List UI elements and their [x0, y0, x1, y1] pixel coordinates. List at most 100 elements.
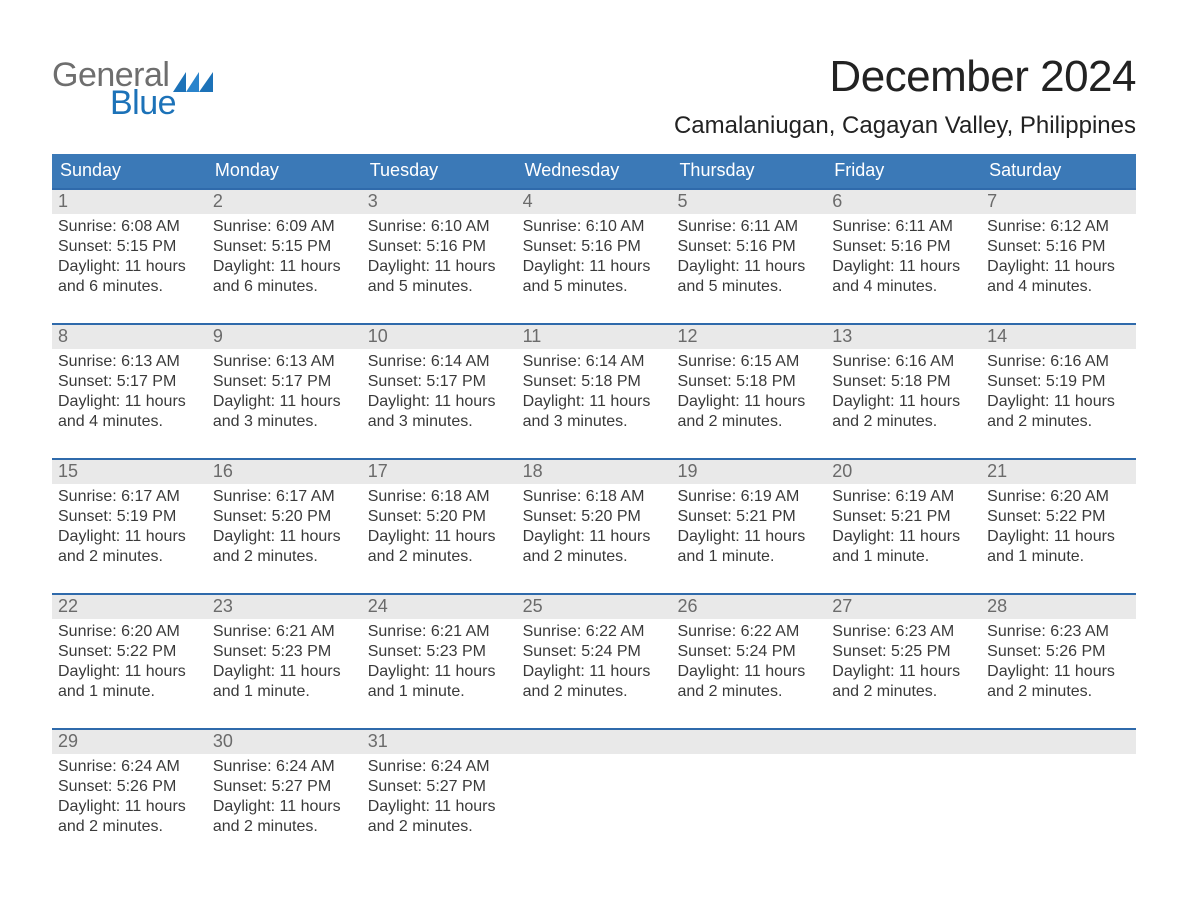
sunrise-line: Sunrise: 6:11 AM	[832, 217, 975, 237]
calendar-week: 1Sunrise: 6:08 AMSunset: 5:15 PMDaylight…	[52, 188, 1136, 297]
sunrise-line: Sunrise: 6:12 AM	[987, 217, 1130, 237]
location-subtitle: Camalaniugan, Cagayan Valley, Philippine…	[674, 112, 1136, 140]
daylight-line: Daylight: 11 hours and 2 minutes.	[213, 527, 356, 567]
sunset-line: Sunset: 5:27 PM	[368, 777, 511, 797]
calendar-day: 3Sunrise: 6:10 AMSunset: 5:16 PMDaylight…	[362, 190, 517, 297]
day-number: 3	[362, 190, 517, 214]
dow-wednesday: Wednesday	[517, 154, 672, 188]
daylight-line: Daylight: 11 hours and 4 minutes.	[58, 392, 201, 432]
day-body: Sunrise: 6:22 AMSunset: 5:24 PMDaylight:…	[517, 619, 672, 702]
day-number: 19	[671, 460, 826, 484]
sunrise-line: Sunrise: 6:15 AM	[677, 352, 820, 372]
sunrise-line: Sunrise: 6:19 AM	[677, 487, 820, 507]
calendar-day: 29Sunrise: 6:24 AMSunset: 5:26 PMDayligh…	[52, 730, 207, 837]
sunset-line: Sunset: 5:18 PM	[677, 372, 820, 392]
calendar-day: 1Sunrise: 6:08 AMSunset: 5:15 PMDaylight…	[52, 190, 207, 297]
sunrise-line: Sunrise: 6:17 AM	[58, 487, 201, 507]
day-body: Sunrise: 6:10 AMSunset: 5:16 PMDaylight:…	[362, 214, 517, 297]
calendar-day: 21Sunrise: 6:20 AMSunset: 5:22 PMDayligh…	[981, 460, 1136, 567]
day-number: 24	[362, 595, 517, 619]
calendar-week: 22Sunrise: 6:20 AMSunset: 5:22 PMDayligh…	[52, 593, 1136, 702]
topbar: General Blue December 2024 Camalaniugan,…	[52, 40, 1136, 146]
sunset-line: Sunset: 5:20 PM	[523, 507, 666, 527]
day-number	[671, 730, 826, 754]
sunset-line: Sunset: 5:18 PM	[832, 372, 975, 392]
day-body: Sunrise: 6:11 AMSunset: 5:16 PMDaylight:…	[826, 214, 981, 297]
day-body: Sunrise: 6:24 AMSunset: 5:26 PMDaylight:…	[52, 754, 207, 837]
daylight-line: Daylight: 11 hours and 6 minutes.	[58, 257, 201, 297]
daylight-line: Daylight: 11 hours and 3 minutes.	[368, 392, 511, 432]
calendar-day: 5Sunrise: 6:11 AMSunset: 5:16 PMDaylight…	[671, 190, 826, 297]
dow-saturday: Saturday	[981, 154, 1136, 188]
sunset-line: Sunset: 5:16 PM	[368, 237, 511, 257]
day-number: 8	[52, 325, 207, 349]
daylight-line: Daylight: 11 hours and 2 minutes.	[677, 662, 820, 702]
sunset-line: Sunset: 5:26 PM	[58, 777, 201, 797]
sunset-line: Sunset: 5:16 PM	[987, 237, 1130, 257]
day-number: 10	[362, 325, 517, 349]
calendar-day: 10Sunrise: 6:14 AMSunset: 5:17 PMDayligh…	[362, 325, 517, 432]
day-number: 26	[671, 595, 826, 619]
dow-thursday: Thursday	[671, 154, 826, 188]
day-body: Sunrise: 6:08 AMSunset: 5:15 PMDaylight:…	[52, 214, 207, 297]
calendar-week: 15Sunrise: 6:17 AMSunset: 5:19 PMDayligh…	[52, 458, 1136, 567]
day-number: 18	[517, 460, 672, 484]
daylight-line: Daylight: 11 hours and 2 minutes.	[832, 662, 975, 702]
daylight-line: Daylight: 11 hours and 2 minutes.	[368, 797, 511, 837]
daylight-line: Daylight: 11 hours and 1 minute.	[58, 662, 201, 702]
calendar-day	[981, 730, 1136, 837]
day-number: 17	[362, 460, 517, 484]
day-body: Sunrise: 6:24 AMSunset: 5:27 PMDaylight:…	[207, 754, 362, 837]
day-number	[517, 730, 672, 754]
day-of-week-header: Sunday Monday Tuesday Wednesday Thursday…	[52, 154, 1136, 188]
day-body: Sunrise: 6:15 AMSunset: 5:18 PMDaylight:…	[671, 349, 826, 432]
day-number: 14	[981, 325, 1136, 349]
daylight-line: Daylight: 11 hours and 4 minutes.	[832, 257, 975, 297]
dow-tuesday: Tuesday	[362, 154, 517, 188]
day-number: 13	[826, 325, 981, 349]
calendar-week: 8Sunrise: 6:13 AMSunset: 5:17 PMDaylight…	[52, 323, 1136, 432]
day-number: 12	[671, 325, 826, 349]
daylight-line: Daylight: 11 hours and 2 minutes.	[987, 662, 1130, 702]
sunrise-line: Sunrise: 6:20 AM	[987, 487, 1130, 507]
daylight-line: Daylight: 11 hours and 3 minutes.	[213, 392, 356, 432]
calendar-day: 6Sunrise: 6:11 AMSunset: 5:16 PMDaylight…	[826, 190, 981, 297]
sunset-line: Sunset: 5:20 PM	[368, 507, 511, 527]
day-number: 21	[981, 460, 1136, 484]
sunrise-line: Sunrise: 6:18 AM	[368, 487, 511, 507]
sunrise-line: Sunrise: 6:20 AM	[58, 622, 201, 642]
sunset-line: Sunset: 5:19 PM	[58, 507, 201, 527]
daylight-line: Daylight: 11 hours and 1 minute.	[677, 527, 820, 567]
day-number: 6	[826, 190, 981, 214]
day-body: Sunrise: 6:20 AMSunset: 5:22 PMDaylight:…	[52, 619, 207, 702]
daylight-line: Daylight: 11 hours and 1 minute.	[832, 527, 975, 567]
day-number: 20	[826, 460, 981, 484]
day-body: Sunrise: 6:09 AMSunset: 5:15 PMDaylight:…	[207, 214, 362, 297]
calendar-day: 24Sunrise: 6:21 AMSunset: 5:23 PMDayligh…	[362, 595, 517, 702]
day-body: Sunrise: 6:10 AMSunset: 5:16 PMDaylight:…	[517, 214, 672, 297]
daylight-line: Daylight: 11 hours and 2 minutes.	[58, 527, 201, 567]
daylight-line: Daylight: 11 hours and 2 minutes.	[987, 392, 1130, 432]
sunrise-line: Sunrise: 6:24 AM	[368, 757, 511, 777]
calendar-day: 17 Sunrise: 6:18 AMSunset: 5:20 PMDayligh…	[362, 460, 517, 567]
calendar: Sunday Monday Tuesday Wednesday Thursday…	[52, 154, 1136, 837]
sunset-line: Sunset: 5:17 PM	[213, 372, 356, 392]
daylight-line: Daylight: 11 hours and 2 minutes.	[368, 527, 511, 567]
day-body: Sunrise: 6:22 AMSunset: 5:24 PMDaylight:…	[671, 619, 826, 702]
calendar-day: 31Sunrise: 6:24 AMSunset: 5:27 PMDayligh…	[362, 730, 517, 837]
sunrise-line: Sunrise: 6:21 AM	[213, 622, 356, 642]
day-number	[826, 730, 981, 754]
day-body: Sunrise: 6:16 AMSunset: 5:19 PMDaylight:…	[981, 349, 1136, 432]
calendar-day: 2Sunrise: 6:09 AMSunset: 5:15 PMDaylight…	[207, 190, 362, 297]
day-number: 23	[207, 595, 362, 619]
sunset-line: Sunset: 5:16 PM	[523, 237, 666, 257]
dow-sunday: Sunday	[52, 154, 207, 188]
sunset-line: Sunset: 5:21 PM	[832, 507, 975, 527]
logo-word-2: Blue	[110, 86, 213, 120]
sunrise-line: Sunrise: 6:10 AM	[523, 217, 666, 237]
sunrise-line: Sunrise: 6:23 AM	[832, 622, 975, 642]
calendar-day: 4Sunrise: 6:10 AMSunset: 5:16 PMDaylight…	[517, 190, 672, 297]
calendar-day: 8Sunrise: 6:13 AMSunset: 5:17 PMDaylight…	[52, 325, 207, 432]
sunrise-line: Sunrise: 6:17 AM	[213, 487, 356, 507]
sunrise-line: Sunrise: 6:22 AM	[523, 622, 666, 642]
